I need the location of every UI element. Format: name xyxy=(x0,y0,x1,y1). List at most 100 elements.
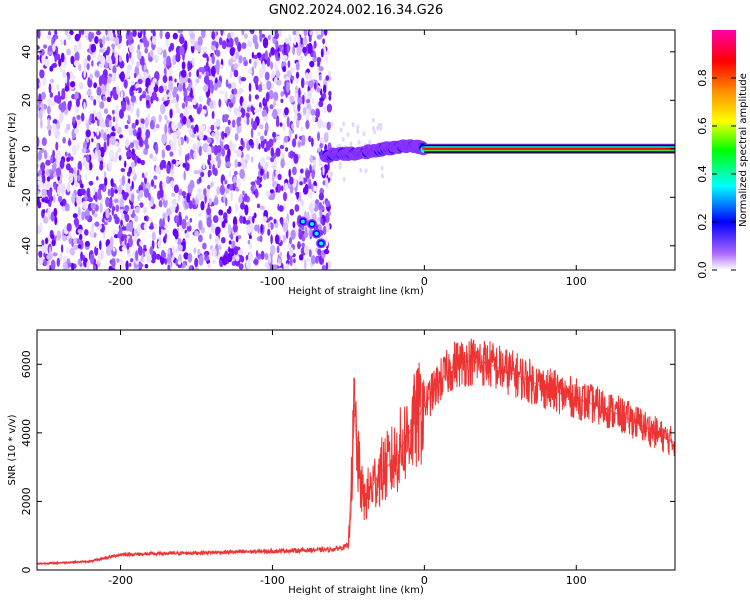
noise-speckle xyxy=(240,77,247,82)
noise-speckle xyxy=(168,80,174,91)
noise-speckle xyxy=(80,188,86,196)
noise-speckle xyxy=(188,71,192,78)
noise-speckle xyxy=(274,234,280,245)
noise-speckle xyxy=(280,218,283,225)
noise-speckle xyxy=(95,244,99,249)
noise-speckle xyxy=(49,78,55,84)
noise-speckle xyxy=(47,105,51,115)
noise-speckle xyxy=(176,93,179,102)
noise-speckle xyxy=(135,119,139,126)
noise-speckle xyxy=(274,62,278,71)
noise-speckle xyxy=(281,153,285,160)
noise-speckle xyxy=(210,159,215,165)
noise-speckle xyxy=(139,136,143,145)
noise-speckle xyxy=(320,138,325,144)
snr-point xyxy=(636,421,638,424)
noise-speckle xyxy=(325,177,329,189)
noise-speckle xyxy=(277,173,282,181)
noise-speckle xyxy=(300,198,304,207)
noise-speckle xyxy=(139,190,143,198)
noise-speckle xyxy=(70,81,76,88)
noise-speckle xyxy=(272,108,278,120)
top-y-tick-label: 0 xyxy=(20,145,33,152)
noise-speckle xyxy=(304,259,307,270)
noise-speckle xyxy=(296,45,302,56)
noise-speckle xyxy=(278,205,284,212)
noise-speckle xyxy=(46,34,52,40)
noise-speckle xyxy=(143,126,147,132)
noise-speckle xyxy=(165,144,171,151)
noise-speckle xyxy=(342,176,346,182)
noise-speckle xyxy=(303,231,309,238)
noise-speckle xyxy=(198,254,204,266)
noise-speckle xyxy=(289,184,294,194)
noise-speckle xyxy=(62,101,67,111)
noise-speckle xyxy=(276,245,280,254)
noise-speckle xyxy=(288,168,292,178)
noise-speckle xyxy=(183,106,189,117)
noise-speckle xyxy=(210,224,216,233)
noise-speckle xyxy=(177,244,183,252)
snr-point xyxy=(119,553,122,556)
noise-speckle xyxy=(66,157,71,162)
noise-speckle xyxy=(248,234,252,240)
noise-speckle xyxy=(224,91,228,102)
noise-speckle xyxy=(175,107,181,114)
noise-speckle xyxy=(93,82,97,89)
noise-speckle xyxy=(198,220,203,231)
noise-speckle xyxy=(270,147,275,158)
noise-speckle xyxy=(131,148,135,155)
noise-speckle xyxy=(79,233,83,241)
noise-speckle xyxy=(52,43,56,52)
noise-speckle xyxy=(118,55,123,63)
noise-speckle xyxy=(207,184,211,190)
noise-speckle xyxy=(198,130,204,141)
noise-speckle xyxy=(77,40,82,52)
noise-speckle xyxy=(74,179,79,188)
noise-speckle xyxy=(235,51,240,60)
noise-speckle xyxy=(131,80,135,86)
noise-speckle xyxy=(292,45,295,56)
noise-speckle xyxy=(301,94,305,105)
noise-speckle xyxy=(228,240,232,245)
noise-speckle xyxy=(245,219,251,226)
noise-speckle xyxy=(239,215,244,224)
noise-speckle xyxy=(54,215,58,226)
noise-speckle xyxy=(159,188,164,198)
noise-speckle xyxy=(70,156,74,162)
noise-speckle xyxy=(294,204,300,212)
noise-speckle xyxy=(107,76,112,84)
noise-speckle xyxy=(91,222,95,232)
colorbar-tick-label: 0.6 xyxy=(696,117,709,135)
noise-speckle xyxy=(169,108,173,119)
colorbar-tick-label: 0.4 xyxy=(696,165,709,183)
noise-speckle xyxy=(263,116,267,122)
snr-point xyxy=(353,404,356,407)
noise-speckle xyxy=(172,54,176,66)
noise-speckle xyxy=(211,53,215,65)
noise-speckle xyxy=(225,161,231,168)
noise-speckle xyxy=(66,235,70,241)
noise-speckle xyxy=(111,258,116,269)
noise-speckle xyxy=(51,163,57,173)
noise-speckle xyxy=(39,49,45,56)
noise-speckle xyxy=(356,128,360,134)
noise-speckle xyxy=(97,149,101,158)
noise-speckle xyxy=(166,208,172,216)
noise-speckle xyxy=(287,43,290,54)
noise-speckle xyxy=(318,74,322,81)
noise-speckle xyxy=(110,187,115,198)
noise-speckle xyxy=(262,37,269,49)
noise-speckle xyxy=(236,123,242,134)
noise-speckle xyxy=(123,234,128,240)
noise-speckle xyxy=(299,168,304,174)
noise-speckle xyxy=(185,154,188,164)
noise-speckle xyxy=(175,160,179,167)
noise-speckle xyxy=(260,138,265,149)
noise-speckle xyxy=(284,182,289,191)
noise-speckle xyxy=(362,131,366,137)
noise-speckle xyxy=(149,246,154,256)
noise-speckle xyxy=(75,98,80,108)
noise-speckle xyxy=(77,160,83,172)
noise-speckle xyxy=(123,79,128,89)
